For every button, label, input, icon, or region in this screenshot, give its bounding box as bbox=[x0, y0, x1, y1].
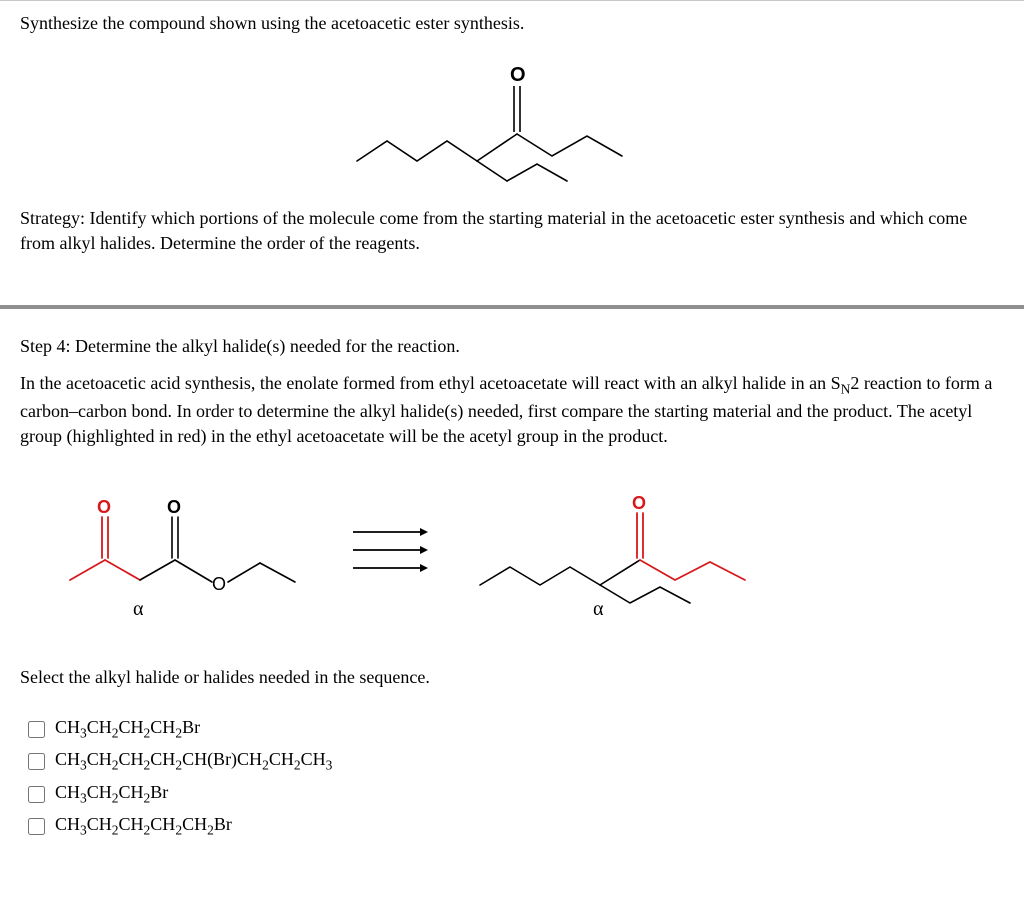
reaction-arrows bbox=[350, 524, 430, 576]
arrow-icon bbox=[350, 560, 430, 576]
step-block: Step 4: Determine the alkyl halide(s) ne… bbox=[0, 309, 1024, 875]
oxygen-label: O bbox=[510, 64, 526, 86]
option-1-formula: CH3CH2CH2CH2Br bbox=[55, 715, 200, 743]
option-3: CH3CH2CH2Br bbox=[28, 780, 1004, 808]
option-2-formula: CH3CH2CH2CH2CH(Br)CH2CH2CH3 bbox=[55, 747, 332, 775]
step-title: Step 4: Determine the alkyl halide(s) ne… bbox=[20, 334, 1004, 359]
oxygen-label-prod: O bbox=[632, 493, 646, 513]
target-molecule-svg: O bbox=[327, 46, 697, 186]
step-explanation: In the acetoacetic acid synthesis, the e… bbox=[20, 371, 1004, 450]
option-1-checkbox[interactable] bbox=[28, 721, 45, 738]
oxygen-label-2: O bbox=[167, 497, 181, 517]
step-explanation-pre: In the acetoacetic acid synthesis, the e… bbox=[20, 373, 831, 393]
select-prompt: Select the alkyl halide or halides neede… bbox=[20, 665, 1004, 690]
option-3-checkbox[interactable] bbox=[28, 786, 45, 803]
option-4: CH3CH2CH2CH2CH2Br bbox=[28, 812, 1004, 840]
option-4-checkbox[interactable] bbox=[28, 818, 45, 835]
arrow-icon bbox=[350, 524, 430, 540]
alpha-label-2: α bbox=[593, 598, 604, 620]
ester-o-label: O bbox=[212, 574, 226, 594]
option-list: CH3CH2CH2CH2Br CH3CH2CH2CH2CH(Br)CH2CH2C… bbox=[28, 715, 1004, 841]
question-block: Synthesize the compound shown using the … bbox=[0, 1, 1024, 305]
alpha-label-1: α bbox=[133, 598, 144, 620]
oxygen-label-red: O bbox=[97, 497, 111, 517]
sn2-label: SN2 bbox=[831, 373, 860, 393]
option-2-checkbox[interactable] bbox=[28, 753, 45, 770]
arrow-icon bbox=[350, 542, 430, 558]
reaction-scheme: O O O α bbox=[50, 475, 1004, 625]
starting-material-svg: O O O α bbox=[50, 475, 310, 625]
question-prompt: Synthesize the compound shown using the … bbox=[20, 11, 1004, 36]
target-molecule: O bbox=[20, 46, 1004, 186]
product-svg: O α bbox=[470, 475, 800, 625]
option-3-formula: CH3CH2CH2Br bbox=[55, 780, 168, 808]
page: Synthesize the compound shown using the … bbox=[0, 0, 1024, 875]
question-strategy: Strategy: Identify which portions of the… bbox=[20, 206, 1004, 256]
option-1: CH3CH2CH2CH2Br bbox=[28, 715, 1004, 743]
option-2: CH3CH2CH2CH2CH(Br)CH2CH2CH3 bbox=[28, 747, 1004, 775]
option-4-formula: CH3CH2CH2CH2CH2Br bbox=[55, 812, 232, 840]
